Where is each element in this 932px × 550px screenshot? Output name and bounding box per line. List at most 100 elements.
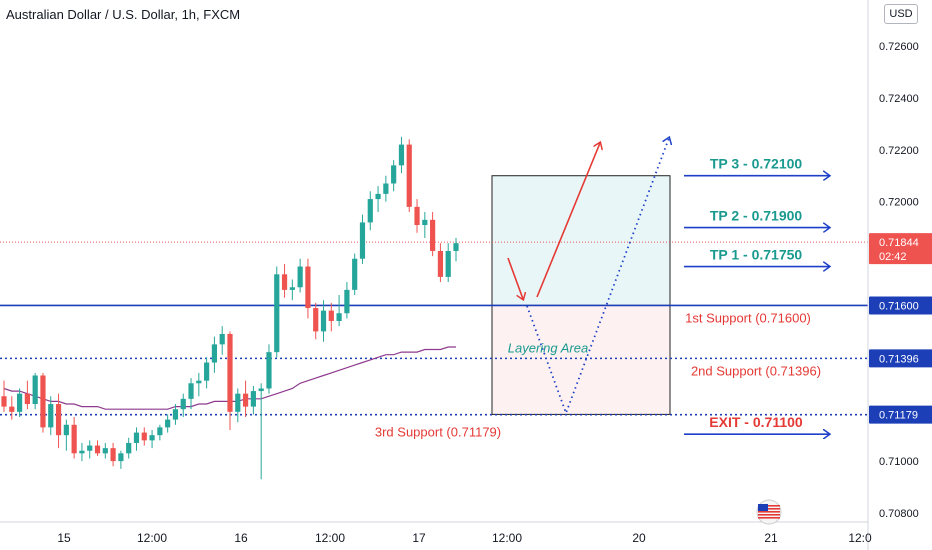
candle-body <box>196 380 202 384</box>
candle-body <box>266 352 272 389</box>
candle-body <box>211 344 218 363</box>
candle-body <box>204 362 210 381</box>
candle <box>445 243 451 283</box>
us-flag-icon[interactable] <box>756 499 782 525</box>
candle <box>406 139 412 213</box>
candle <box>1 380 7 412</box>
candle-body <box>320 310 327 332</box>
candle <box>32 372 38 410</box>
time-tick-label: 17 <box>412 531 426 545</box>
candle <box>383 175 389 202</box>
candle-body <box>437 250 444 277</box>
candle <box>359 214 366 264</box>
price-level-tag <box>869 349 932 368</box>
candle-body <box>40 375 46 428</box>
time-tick-label: 12:0 <box>848 531 872 545</box>
candle-body <box>149 435 155 441</box>
candle <box>367 191 373 231</box>
current-price-value: 0.71844 <box>879 237 919 249</box>
candle-body <box>414 206 420 226</box>
target-label: TP 2 - 0.71900 <box>710 208 803 224</box>
lower-zone-box <box>491 304 671 415</box>
candle <box>437 243 444 283</box>
candle-body <box>328 310 334 322</box>
candle-body <box>344 289 350 314</box>
candle <box>414 199 420 233</box>
time-tick-label: 20 <box>632 531 646 545</box>
candle <box>266 344 272 394</box>
candle-body <box>305 266 311 309</box>
first-support-label: 1st Support (0.71600) <box>685 310 811 325</box>
current-price-tag <box>869 233 932 265</box>
candle-body <box>445 250 451 277</box>
price-tick-label: 0.72600 <box>879 41 919 53</box>
candle-layer <box>1 136 459 480</box>
candle <box>71 417 77 459</box>
time-tick-label: 15 <box>57 531 71 545</box>
candle-body <box>1 396 7 407</box>
candle <box>398 136 405 174</box>
price-tick-label: 0.70800 <box>879 508 919 520</box>
time-tick-label: 16 <box>234 531 248 545</box>
candle <box>24 380 30 410</box>
candle-body <box>141 432 147 441</box>
price-level-tag-label: 0.71179 <box>879 410 918 422</box>
candle-body <box>219 333 225 345</box>
candle-body <box>406 144 412 207</box>
candle-body <box>336 313 342 322</box>
price-tick-label: 0.72200 <box>879 145 919 157</box>
candle-body <box>250 391 256 407</box>
candle <box>453 237 459 262</box>
candle-body <box>180 398 186 410</box>
candle-body <box>16 393 23 412</box>
candle-body <box>242 393 249 407</box>
candle <box>430 212 436 257</box>
layering-area-label: Layering Area <box>508 340 588 355</box>
price-tick-label: 0.72400 <box>879 93 919 105</box>
candle-body <box>289 287 295 290</box>
candle <box>352 253 358 296</box>
level-layer <box>0 241 868 416</box>
price-tick-label: 0.71000 <box>879 456 919 468</box>
candle <box>375 186 381 213</box>
currency-button[interactable]: USD <box>884 4 918 24</box>
second-support-label: 2nd Support (0.71396) <box>691 363 821 378</box>
zone-layer <box>491 175 671 415</box>
candle <box>188 378 194 410</box>
candle-body <box>281 274 288 290</box>
candle-body <box>398 144 405 166</box>
price-tick-label: 0.72000 <box>879 197 919 209</box>
candle-body <box>165 419 171 428</box>
candle-body <box>87 445 93 451</box>
annotation-layer: TP 3 - 0.72100 TP 2 - 0.71900 TP 1 - 0.717… <box>375 156 829 440</box>
candle-body <box>9 406 15 412</box>
candle-body <box>391 165 397 184</box>
candle <box>9 396 15 420</box>
candle <box>196 372 202 397</box>
candle <box>320 300 327 342</box>
candle <box>391 160 397 192</box>
candle-body <box>367 199 373 223</box>
candle <box>328 302 334 332</box>
chart-title: Australian Dollar / U.S. Dollar, 1h, FXC… <box>6 7 241 22</box>
price-level-tag-label: 0.71600 <box>879 300 919 312</box>
price-level-tag-label: 0.71396 <box>879 353 919 365</box>
candle-body <box>172 409 179 420</box>
candle-body <box>55 404 62 436</box>
candle <box>157 424 163 441</box>
time-tick-label: 12:00 <box>492 531 522 545</box>
third-support-label: 3rd Support (0.71179) <box>375 425 501 440</box>
candle <box>258 383 264 480</box>
candle-body <box>94 445 101 454</box>
candle-body <box>274 274 280 353</box>
candle-body <box>63 424 69 436</box>
candle <box>204 357 210 389</box>
candle-body <box>110 448 116 462</box>
candle <box>172 404 179 425</box>
candle <box>102 442 108 459</box>
candle <box>16 388 23 418</box>
candle <box>141 427 147 446</box>
target-label: TP 1 - 0.71750 <box>710 247 803 263</box>
